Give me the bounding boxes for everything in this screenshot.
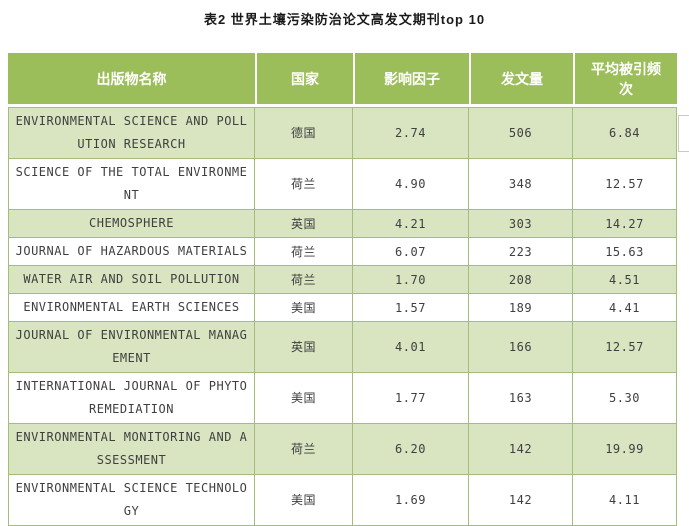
cell-publication-count: 163 [469,373,573,424]
cell-impact-factor: 4.21 [353,210,469,238]
col-header-impact-factor: 影响因子 [353,53,469,107]
cell-publication: ENVIRONMENTAL SCIENCE TECHNOLOGY [8,475,255,526]
col-header-avg-citations: 平均被引频次 [573,53,677,107]
table-row: JOURNAL OF HAZARDOUS MATERIALS 荷兰 6.07 2… [8,238,677,266]
cell-avg-citations: 12.57 [573,159,677,210]
cell-publication-count: 506 [469,107,573,159]
cell-publication: ENVIRONMENTAL MONITORING AND ASSESSMENT [8,424,255,475]
cell-publication: SCIENCE OF THE TOTAL ENVIRONMENT [8,159,255,210]
cell-avg-citations: 5.30 [573,373,677,424]
cell-publication: ENVIRONMENTAL SCIENCE AND POLLUTION RESE… [8,107,255,159]
table-row: ENVIRONMENTAL SCIENCE TECHNOLOGY 美国 1.69… [8,475,677,526]
cell-publication: CHEMOSPHERE [8,210,255,238]
header-row: 出版物名称 国家 影响因子 发文量 平均被引频次 [8,53,677,107]
cell-publication-count: 208 [469,266,573,294]
cell-impact-factor: 1.57 [353,294,469,322]
cell-country: 美国 [255,475,353,526]
cell-publication-count: 166 [469,322,573,373]
cell-publication: ENVIRONMENTAL EARTH SCIENCES [8,294,255,322]
cell-impact-factor: 2.74 [353,107,469,159]
cell-avg-citations: 4.41 [573,294,677,322]
cell-country: 荷兰 [255,424,353,475]
cell-publication-count: 303 [469,210,573,238]
cell-publication-count: 189 [469,294,573,322]
cell-country: 英国 [255,210,353,238]
cell-avg-citations: 4.51 [573,266,677,294]
page-title: 表2 世界土壤污染防治论文高发文期刊top 10 [203,12,486,27]
table-row: ENVIRONMENTAL SCIENCE AND POLLUTION RESE… [8,107,677,159]
cell-impact-factor: 1.69 [353,475,469,526]
cell-publication-count: 348 [469,159,573,210]
cell-impact-factor: 6.20 [353,424,469,475]
cell-country: 荷兰 [255,238,353,266]
cell-avg-citations: 4.11 [573,475,677,526]
cell-avg-citations: 6.84 [573,107,677,159]
cell-country: 美国 [255,373,353,424]
cell-publication-count: 142 [469,424,573,475]
cell-publication: JOURNAL OF HAZARDOUS MATERIALS [8,238,255,266]
cell-publication-count: 223 [469,238,573,266]
col-header-publication: 出版物名称 [8,53,255,107]
table-row: ENVIRONMENTAL EARTH SCIENCES 美国 1.57 189… [8,294,677,322]
table-row: CHEMOSPHERE 英国 4.21 303 14.27 [8,210,677,238]
scrollbar-thumb[interactable] [678,115,689,152]
cell-impact-factor: 4.01 [353,322,469,373]
cell-avg-citations: 12.57 [573,322,677,373]
table-row: SCIENCE OF THE TOTAL ENVIRONMENT 荷兰 4.90… [8,159,677,210]
cell-publication: INTERNATIONAL JOURNAL OF PHYTOREMEDIATIO… [8,373,255,424]
cell-impact-factor: 1.70 [353,266,469,294]
table-row: INTERNATIONAL JOURNAL OF PHYTOREMEDIATIO… [8,373,677,424]
table-row: ENVIRONMENTAL MONITORING AND ASSESSMENT … [8,424,677,475]
cell-impact-factor: 1.77 [353,373,469,424]
col-header-country: 国家 [255,53,353,107]
page: { "title": "表2 世界土壤污染防治论文高发文期刊top 10", "… [0,9,689,526]
cell-avg-citations: 15.63 [573,238,677,266]
table-row: WATER AIR AND SOIL POLLUTION 荷兰 1.70 208… [8,266,677,294]
cell-impact-factor: 6.07 [353,238,469,266]
cell-publication: WATER AIR AND SOIL POLLUTION [8,266,255,294]
cell-country: 美国 [255,294,353,322]
cell-country: 英国 [255,322,353,373]
cell-country: 荷兰 [255,159,353,210]
cell-avg-citations: 14.27 [573,210,677,238]
table-row: JOURNAL OF ENVIRONMENTAL MANAGEMENT 英国 4… [8,322,677,373]
cell-country: 荷兰 [255,266,353,294]
cell-impact-factor: 4.90 [353,159,469,210]
journals-table: 出版物名称 国家 影响因子 发文量 平均被引频次 ENVIRONMENTAL S… [8,53,677,526]
col-header-publication-count: 发文量 [469,53,573,107]
cell-publication-count: 142 [469,475,573,526]
cell-publication: JOURNAL OF ENVIRONMENTAL MANAGEMENT [8,322,255,373]
cell-country: 德国 [255,107,353,159]
cell-avg-citations: 19.99 [573,424,677,475]
